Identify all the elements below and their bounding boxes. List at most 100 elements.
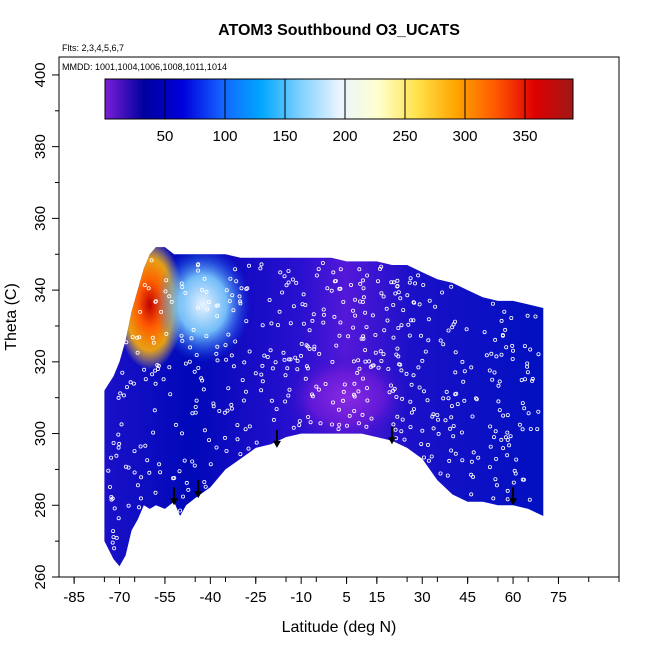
sample-point — [376, 365, 381, 370]
sample-point — [238, 301, 243, 306]
sample-point — [528, 426, 533, 431]
y-axis-label: Theta (C) — [3, 283, 20, 351]
sample-point — [286, 280, 291, 285]
chart-title: ATOM3 Southbound O3_UCATS — [218, 22, 460, 39]
sample-point — [488, 444, 493, 449]
x-axis: -85 -70 -55 -40 -25 -10 5 15 30 45 60 75 — [63, 577, 620, 606]
sample-point — [215, 303, 220, 308]
sample-point — [301, 321, 306, 326]
sample-point — [365, 398, 370, 403]
sample-point — [408, 318, 413, 323]
sample-point — [337, 333, 342, 338]
sample-point — [291, 425, 296, 430]
sample-point — [394, 352, 399, 357]
x-tick-label: -40 — [200, 589, 222, 606]
sample-point — [188, 345, 193, 350]
sample-point — [179, 333, 184, 338]
sample-point — [407, 280, 412, 285]
sample-point — [453, 370, 458, 375]
sample-point — [391, 335, 396, 340]
sample-point — [436, 431, 441, 436]
sample-point — [320, 260, 325, 265]
sample-point — [265, 354, 270, 359]
sample-point — [491, 435, 496, 440]
sample-point — [400, 417, 405, 422]
sample-point — [361, 334, 366, 339]
sample-point — [351, 325, 356, 330]
sample-point — [352, 394, 357, 399]
sample-point — [301, 292, 306, 297]
sample-point — [281, 350, 286, 355]
sample-point — [120, 370, 125, 375]
sample-point — [445, 473, 450, 478]
sample-points — [106, 258, 541, 551]
sample-point — [487, 465, 492, 470]
sample-point — [373, 332, 378, 337]
sample-point — [112, 546, 117, 551]
sample-point — [533, 314, 538, 319]
sample-point — [275, 323, 280, 328]
sample-point — [381, 352, 386, 357]
sample-point — [193, 410, 198, 415]
tropopause-arrow — [194, 480, 203, 499]
sample-point — [273, 360, 278, 365]
sample-point — [360, 376, 365, 381]
sample-point — [136, 505, 141, 510]
sample-point — [446, 328, 451, 333]
sample-point — [341, 299, 346, 304]
sample-point — [330, 400, 335, 405]
sample-point — [353, 313, 358, 318]
y-tick-label: 340 — [32, 278, 49, 303]
sample-point — [155, 363, 160, 368]
sample-point — [152, 408, 157, 413]
sample-point — [446, 396, 451, 401]
sample-point — [336, 427, 341, 432]
x-tick-label: 30 — [414, 589, 431, 606]
sample-point — [430, 414, 435, 419]
sample-point — [455, 402, 460, 407]
sample-point — [391, 388, 396, 393]
sample-point — [426, 317, 431, 322]
sample-point — [262, 353, 267, 358]
sample-point — [116, 432, 121, 437]
sample-point — [385, 318, 390, 323]
sample-point — [471, 450, 476, 455]
sample-point — [222, 435, 227, 440]
sample-point — [283, 399, 288, 404]
sample-point — [460, 458, 465, 463]
y-tick-label: 400 — [32, 62, 49, 87]
sample-point — [171, 476, 176, 481]
sample-point — [411, 300, 416, 305]
sample-point — [360, 412, 365, 417]
sample-point — [194, 352, 199, 357]
o3-feature — [154, 247, 251, 363]
sample-point — [153, 490, 158, 495]
sample-point — [517, 422, 522, 427]
sample-point — [312, 347, 317, 352]
sample-point — [394, 394, 399, 399]
sample-point — [155, 366, 160, 371]
sample-point — [298, 353, 303, 358]
sample-point — [321, 312, 326, 317]
sample-point — [149, 258, 154, 263]
sample-point — [411, 373, 416, 378]
sample-point — [290, 277, 295, 282]
sample-point — [151, 340, 156, 345]
sample-point — [419, 442, 424, 447]
sample-point — [244, 286, 249, 291]
sample-point — [453, 350, 458, 355]
sample-point — [409, 382, 414, 387]
sample-point — [522, 406, 527, 411]
sample-point — [421, 389, 426, 394]
sample-point — [304, 364, 309, 369]
sample-point — [346, 334, 351, 339]
sample-point — [224, 357, 229, 362]
sample-point — [411, 407, 416, 412]
sample-point — [228, 276, 233, 281]
sample-point — [421, 455, 426, 460]
sample-point — [388, 383, 393, 388]
sample-point — [401, 308, 406, 313]
sample-point — [491, 496, 496, 501]
sample-point — [365, 273, 370, 278]
sample-point — [295, 367, 300, 372]
